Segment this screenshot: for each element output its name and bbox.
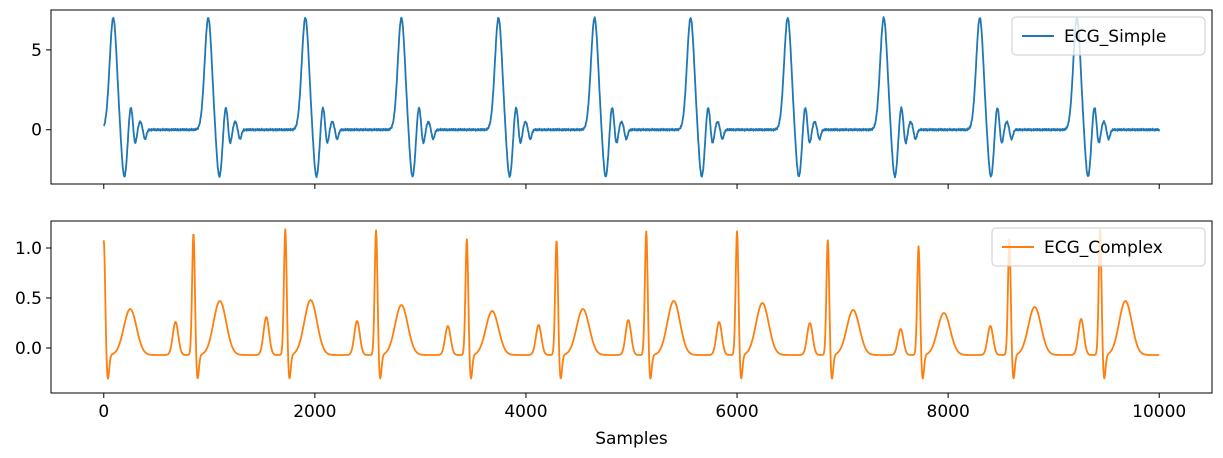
x-ticks-bottom: 0 2000 4000 6000 8000 10000 xyxy=(98,393,1186,422)
x-tick-label: 2000 xyxy=(293,402,336,422)
x-tick-label: 10000 xyxy=(1132,402,1186,422)
subplot-ecg-simple: 05 ECG_Simple xyxy=(31,9,1213,189)
legend-label-ecg-simple: ECG_Simple xyxy=(1064,27,1166,47)
legend-label-ecg-complex: ECG_Complex xyxy=(1044,238,1163,258)
legend-box-top xyxy=(1011,16,1206,56)
y-tick-label: 0.0 xyxy=(15,339,42,359)
y-tick-label: 0.5 xyxy=(15,289,42,309)
x-tick-label: 0 xyxy=(98,402,109,422)
y-tick-label: 0 xyxy=(31,121,42,141)
y-ticks-bottom: 0.0 0.5 1.0 xyxy=(15,239,51,359)
legend-top: ECG_Simple xyxy=(1011,16,1206,56)
subplot-ecg-complex: 0 2000 4000 6000 8000 10000 0.0 0.5 1.0 ECG_Com… xyxy=(15,220,1213,449)
x-tick-label: 6000 xyxy=(715,402,758,422)
series-line-ecg-complex xyxy=(102,228,1160,380)
x-tick-label: 8000 xyxy=(927,402,970,422)
y-tick-label: 1.0 xyxy=(15,239,42,259)
y-ticks-top: 05 xyxy=(31,41,51,141)
legend-box-bottom xyxy=(991,227,1206,267)
x-axis-title: Samples xyxy=(595,429,668,449)
series-line-ecg-simple xyxy=(103,16,1161,179)
x-tick-label: 4000 xyxy=(504,402,547,422)
y-tick-label: 5 xyxy=(31,41,42,61)
x-ticks-top xyxy=(103,184,1160,189)
legend-bottom: ECG_Complex xyxy=(991,227,1206,267)
